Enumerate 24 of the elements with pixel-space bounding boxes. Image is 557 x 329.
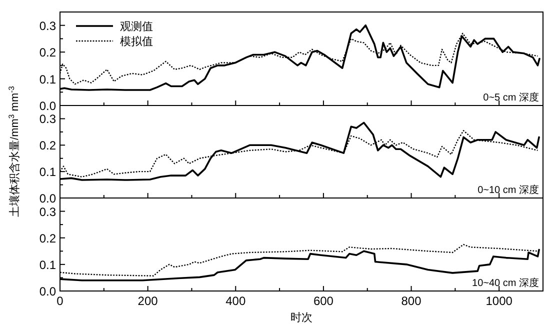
- y-tick-label: 0.1: [39, 258, 56, 272]
- y-tick-label: 0.2: [39, 231, 56, 246]
- y-tick-label: 0.3: [39, 204, 56, 219]
- x-tick-label: 400: [226, 294, 246, 308]
- y-tick-label: 0.1: [39, 72, 56, 86]
- annotation: 0~5 cm 深度: [483, 92, 539, 104]
- y-tick-label: 0.2: [39, 138, 56, 153]
- annotation: 0~10 cm 深度: [478, 184, 539, 196]
- x-tick-label: 200: [138, 294, 158, 308]
- y-tick-label: 0.0: [39, 192, 56, 206]
- annotation: 10~40 cm 深度: [472, 277, 539, 289]
- y-tick-label: 0.2: [39, 46, 56, 60]
- legend-label: 模拟值: [120, 35, 153, 48]
- x-tick-label: 0: [56, 294, 64, 308]
- x-tick-label: 600: [313, 294, 334, 308]
- legend-label: 观测值: [120, 21, 153, 33]
- y-tick-label: 0.1: [39, 165, 56, 180]
- y-tick-label: 0.3: [39, 18, 56, 33]
- x-tick-label: 800: [401, 294, 422, 308]
- x-tick-label: 1000: [486, 294, 513, 308]
- y-tick-label: 0.0: [39, 284, 56, 298]
- y-tick-label: 0.3: [39, 112, 56, 126]
- y-tick-label: 0.0: [39, 99, 56, 113]
- x-axis-title: 时次: [290, 311, 312, 324]
